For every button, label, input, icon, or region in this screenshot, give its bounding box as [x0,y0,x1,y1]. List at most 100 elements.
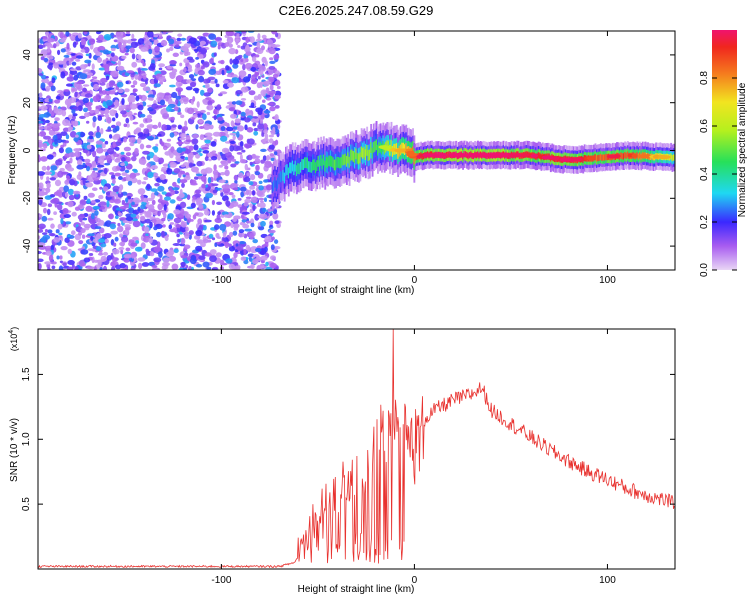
noise-speck [134,147,139,155]
noise-speck [229,132,237,136]
noise-speck [67,234,71,238]
noise-speck [131,33,135,39]
noise-speck [265,97,272,101]
signal-peak [455,153,462,158]
noise-speck [130,38,137,42]
noise-speck [123,123,128,128]
noise-speck [82,97,90,104]
noise-speck [100,77,108,83]
signal-cell [337,157,340,168]
noise-speck [241,216,248,220]
noise-speck [140,47,148,52]
noise-speck [45,187,51,193]
noise-speck [125,197,129,203]
noise-speck [259,81,263,88]
noise-speck [212,189,218,194]
noise-speck [78,171,82,177]
noise-speck [224,169,230,177]
noise-speck [235,38,240,42]
noise-speck [219,223,227,231]
noise-speck [158,251,163,258]
noise-speck [266,39,273,46]
noise-speck [92,95,100,103]
noise-speck [38,258,44,263]
noise-speck [82,84,90,87]
noise-speck [38,142,44,148]
noise-speck [265,184,273,191]
noise-speck [180,37,187,41]
signal-cell [602,154,605,161]
noise-speck [99,82,106,86]
noise-speck [74,266,79,270]
noise-speck [54,117,60,121]
noise-speck [235,100,243,105]
noise-speck [218,93,223,97]
noise-speck [133,128,142,134]
noise-speck [259,70,264,76]
noise-speck [39,92,43,99]
noise-speck [273,54,280,60]
noise-speck [230,201,239,207]
noise-speck [154,45,160,53]
noise-speck [112,117,116,122]
noise-speck [217,44,221,50]
noise-speck [254,247,262,253]
noise-speck [111,174,116,179]
noise-speck [114,215,119,219]
noise-speck [42,232,48,236]
noise-speck [91,63,95,70]
noise-speck [100,255,108,262]
noise-speck [252,259,259,265]
noise-speck [38,67,43,74]
noise-speck [38,235,41,240]
signal-cell [402,142,405,154]
noise-speck [246,220,251,224]
noise-speck [224,151,232,158]
signal-cell [624,152,627,159]
snr-axes: -100 0 100 0.5 1.0 1.5 [21,329,675,586]
noise-speck [60,218,64,225]
noise-speck [44,229,48,233]
noise-speck [119,217,127,221]
noise-speck [201,175,207,182]
noise-speck [250,102,255,108]
noise-speck [38,126,44,130]
noise-speck [66,42,70,50]
noise-speck [241,149,246,153]
noise-speck [78,204,83,209]
noise-speck [185,226,189,232]
noise-speck [129,172,137,179]
noise-speck [177,124,182,130]
noise-speck [95,246,102,252]
noise-speck [233,174,239,181]
noise-speck [135,95,140,102]
noise-speck [225,200,231,207]
signal-cell [331,156,333,167]
noise-speck [45,76,49,79]
noise-speck [91,199,96,204]
noise-speck [268,229,276,234]
noise-speck [193,144,199,151]
noise-speck [91,212,95,220]
noise-speck [51,265,56,270]
noise-speck [195,245,203,252]
noise-speck [245,51,252,56]
spectrogram-axes: -100 0 100 -40 -20 0 20 40 [22,31,675,286]
noise-speck [184,213,192,219]
signal-cell [332,157,335,169]
noise-speck [148,48,153,55]
noise-speck [88,38,96,45]
noise-speck [54,99,61,104]
noise-speck [49,194,56,198]
noise-speck [118,212,123,217]
noise-speck [158,92,165,97]
noise-speck [222,231,227,238]
noise-speck [118,187,122,195]
noise-speck [234,35,241,39]
noise-speck [123,146,131,152]
noise-speck [40,82,46,89]
noise-speck [85,53,90,57]
noise-speck [64,192,69,198]
noise-speck [86,120,90,124]
noise-speck [102,251,109,256]
